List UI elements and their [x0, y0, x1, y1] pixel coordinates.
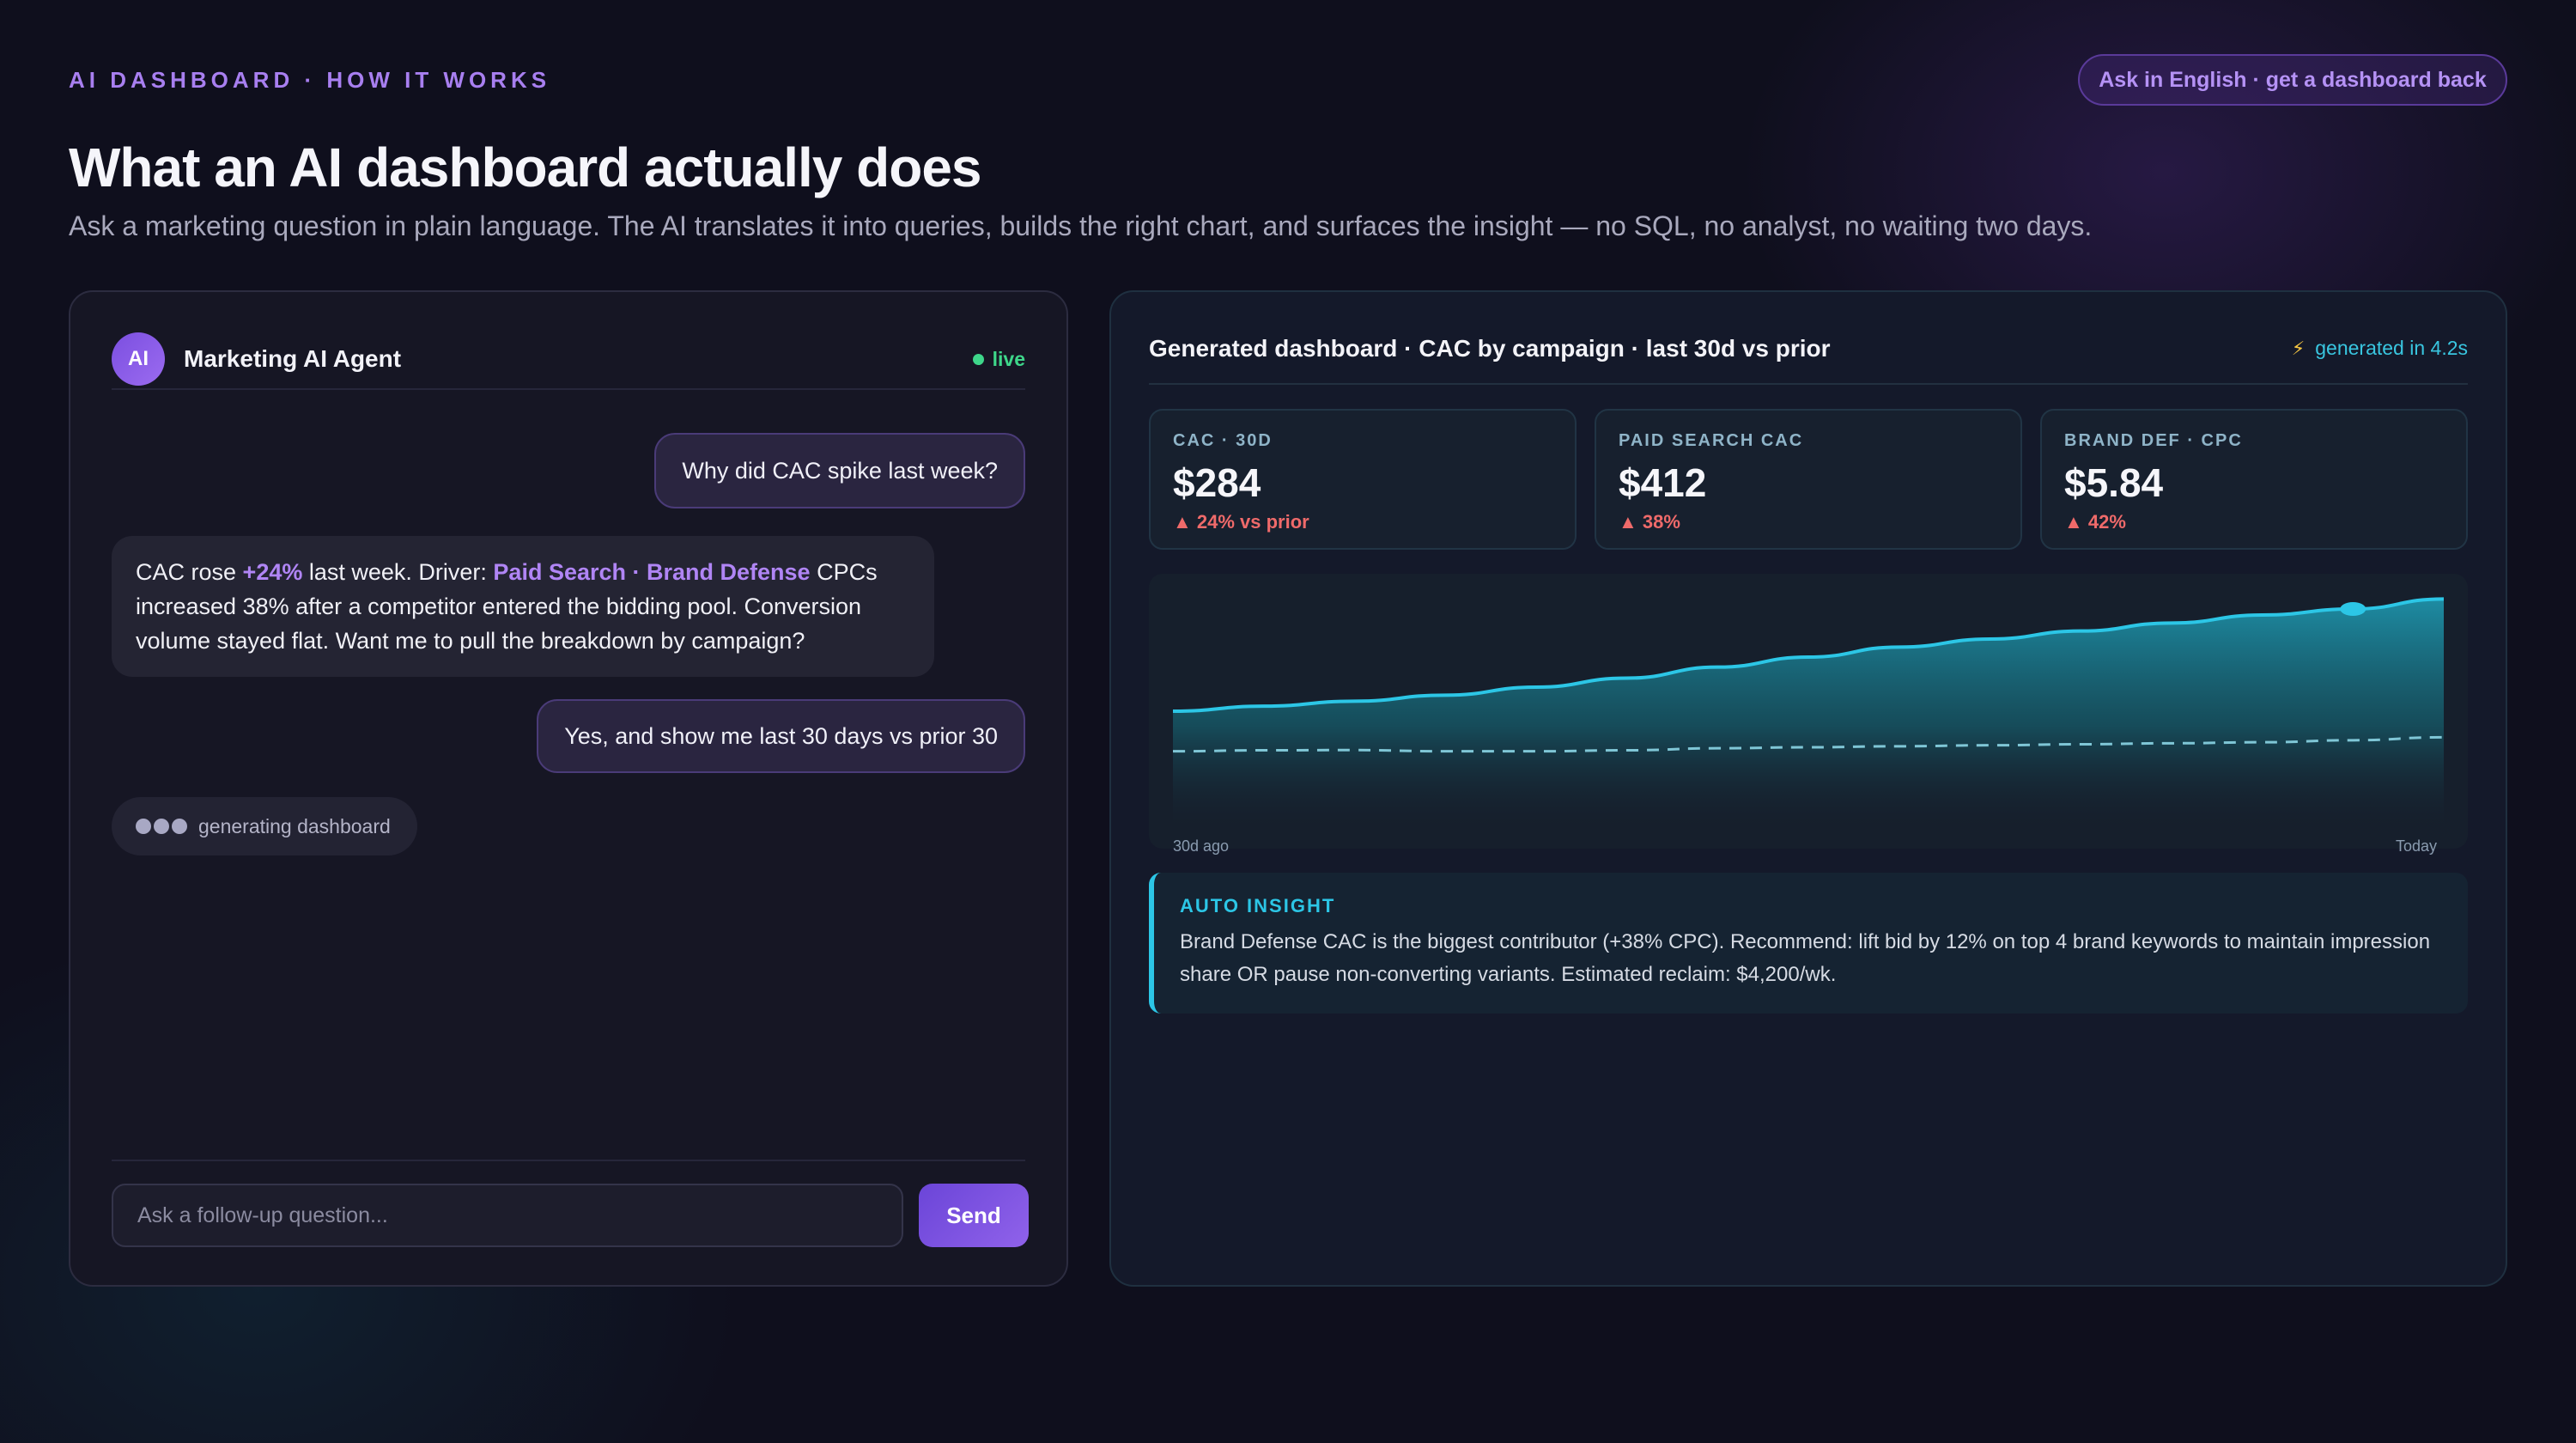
kpi-card: CAC · 30D $284 ▲ 24% vs prior — [1149, 409, 1577, 550]
chat-panel: AI Marketing AI Agent live Why did CAC s… — [69, 290, 1068, 1287]
kpi-label: PAID SEARCH CAC — [1619, 431, 1804, 450]
agent-name: Marketing AI Agent — [184, 345, 402, 372]
highlight-campaign: Brand Defense — [647, 559, 811, 585]
kpi-delta: ▲ 24% vs prior — [1173, 511, 1309, 533]
page-title: What an AI dashboard actually does — [69, 137, 981, 198]
status-badge: live — [972, 347, 1025, 371]
message-text: last week. Driver: — [302, 559, 494, 585]
generated-badge: ⚡ generated in 4.2s — [2292, 337, 2468, 360]
message-text: CPCs increased 38% after a competitor en… — [136, 559, 878, 654]
area-fill — [1173, 599, 2444, 831]
user-message: Why did CAC spike last week? — [654, 433, 1025, 508]
insight-label: AUTO INSIGHT — [1180, 895, 1336, 916]
follow-up-input[interactable] — [112, 1184, 903, 1247]
ai-message: CAC rose +24% last week. Driver: Paid Se… — [112, 536, 934, 677]
chat-header: AI Marketing AI Agent live — [112, 330, 1025, 390]
status-label: live — [992, 347, 1025, 370]
kpi-card: PAID SEARCH CAC $412 ▲ 38% — [1595, 409, 2022, 550]
page-subtitle: Ask a marketing question in plain langua… — [69, 210, 2093, 241]
dashboard-panel: Generated dashboard · CAC by campaign · … — [1109, 290, 2507, 1287]
cac-area-chart — [1172, 597, 2445, 831]
insight-card: AUTO INSIGHT Brand Defense CAC is the bi… — [1149, 873, 2468, 1014]
kpi-delta: ▲ 42% — [2064, 511, 2126, 533]
series-line-prior — [1172, 735, 2445, 753]
generated-label: generated in 4.2s — [2315, 337, 2468, 359]
highlight-point — [2340, 602, 2366, 616]
kpi-card: BRAND DEF · CPC $5.84 ▲ 42% — [2040, 409, 2468, 550]
message-text: Yes, and show me last 30 days vs prior 3… — [564, 722, 998, 749]
divider — [112, 1160, 1025, 1161]
x-axis-end-label: Today — [2396, 837, 2438, 855]
message-text: CAC rose — [136, 559, 243, 585]
kpi-value: $5.84 — [2064, 460, 2164, 505]
kpi-value: $412 — [1619, 460, 1707, 505]
lightning-icon: ⚡ — [2291, 337, 2306, 359]
typing-dots-icon — [136, 819, 190, 834]
dashboard-title: Generated dashboard · CAC by campaign · … — [1149, 335, 1831, 362]
kpi-value: $284 — [1173, 460, 1261, 505]
eyebrow-label: AI DASHBOARD · HOW IT WORKS — [69, 67, 551, 93]
send-button[interactable]: Send — [919, 1184, 1029, 1247]
typing-indicator: generating dashboard — [112, 797, 417, 855]
divider — [1149, 383, 2468, 385]
x-axis-start-label: 30d ago — [1173, 837, 1230, 855]
cac-chart — [1149, 574, 2468, 849]
highlight-change: +24% — [242, 559, 303, 585]
live-dot-icon — [972, 353, 984, 365]
tagline-pill: Ask in English · get a dashboard back — [2078, 54, 2507, 106]
series-line-current — [1172, 597, 2445, 713]
kpi-label: CAC · 30D — [1173, 431, 1273, 450]
user-message: Yes, and show me last 30 days vs prior 3… — [537, 699, 1025, 773]
avatar: AI — [112, 332, 165, 386]
highlight-separator: · — [626, 559, 647, 585]
insight-text: Brand Defense CAC is the biggest contrib… — [1180, 930, 2431, 986]
highlight-channel: Paid Search — [493, 559, 626, 585]
kpi-label: BRAND DEF · CPC — [2064, 431, 2243, 450]
typing-label: generating dashboard — [198, 814, 391, 837]
kpi-delta: ▲ 38% — [1619, 511, 1680, 533]
message-text: Why did CAC spike last week? — [682, 457, 998, 484]
